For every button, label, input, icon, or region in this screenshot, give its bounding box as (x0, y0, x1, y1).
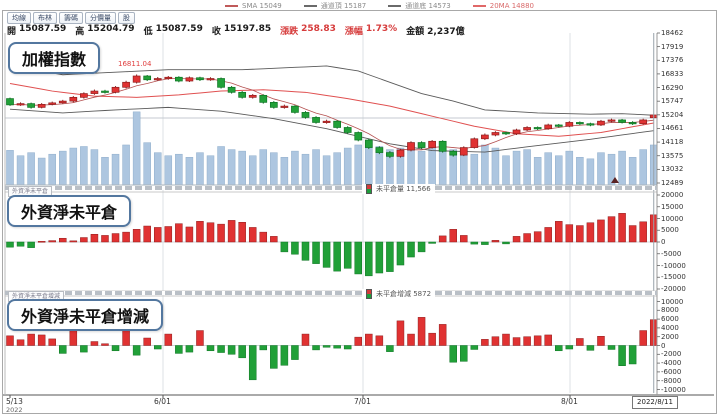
line-marker-icon (472, 4, 486, 7)
panel-title-foreign-net-oi-change: 外資淨未平倉增減 (7, 299, 164, 331)
oi-change-series-legend: 未平倉增減 5872 (362, 289, 436, 299)
line-marker-icon (225, 4, 238, 7)
y-axis-tick: 6000 (661, 315, 679, 324)
y-axis-tick: 0 (661, 238, 666, 246)
ma-legend-label: 通道底 14573 (405, 1, 451, 10)
y-axis-tick: 18462 (661, 29, 684, 37)
oi-legend-label: 未平倉量 11,566 (376, 185, 431, 193)
quote-field: 漲跌 258.83 (280, 24, 336, 37)
quote-field: 收 15197.85 (211, 24, 272, 37)
y-axis-tick: 16290 (661, 83, 684, 92)
y-axis-tick: -8000 (661, 376, 682, 385)
x-axis-tick: 8/01 (561, 397, 578, 406)
panel-separator[interactable] (5, 291, 657, 295)
y-axis-tick: -6000 (661, 367, 682, 376)
x-axis-tick: 6/01 (154, 397, 171, 406)
tab-3[interactable]: 分價量 (85, 12, 116, 24)
bar-series-icon (366, 184, 372, 194)
tab-4[interactable]: 股 (118, 12, 135, 24)
panel-separator[interactable] (5, 186, 657, 190)
y-axis-tick: -20000 (661, 285, 686, 293)
y-axis-tick: -4000 (661, 359, 682, 368)
y-axis-tick: 13575 (661, 151, 684, 160)
y-axis-tick: 17919 (661, 42, 684, 51)
quote-row: 開 15087.59 高 15204.79 低 15087.59 收 15197.85 漲跌 25… (7, 24, 465, 37)
panel-title-weighted-index: 加權指數 (8, 42, 101, 74)
bar-series-icon (366, 289, 372, 299)
ma-legend-item-1: 通道頂 15187 (303, 1, 367, 11)
y-axis-tick: 20000 (661, 191, 684, 199)
y-axis-tick: 2000 (661, 332, 679, 341)
y-axis-tick: -2000 (661, 350, 682, 359)
y-axis-tick: 4000 (661, 323, 679, 332)
ma-legend-label: 通道頂 15187 (320, 1, 367, 10)
y-axis-tick: -15000 (661, 273, 686, 282)
line-marker-icon (388, 4, 402, 7)
ma-legend-item-3: 20MA 14880 (472, 1, 534, 10)
quote-field: 漲幅 1.73% (344, 24, 398, 37)
y-axis-tick: 15204 (661, 110, 684, 119)
quote-field: 低 15087.59 (143, 24, 203, 37)
y-axis-tick: 8000 (661, 306, 679, 315)
panel-title-foreign-net-oi: 外資淨未平倉 (7, 195, 132, 227)
y-axis-tick: -10000 (661, 261, 686, 270)
ma-legend-label: SMA 15049 (242, 1, 282, 10)
x-axis-year: 2022 (6, 406, 23, 414)
y-axis-tick: 10000 (661, 297, 684, 306)
ma-legend-item-0: SMA 15049 (225, 2, 282, 10)
chart-tabs: 均線 布林 籌碼 分價量股 (7, 12, 135, 24)
y-axis-tick: 14118 (661, 138, 684, 147)
y-axis-tick: 17376 (661, 56, 684, 65)
tab-2[interactable]: 籌碼 (59, 12, 83, 24)
oi-change-legend-label: 未平倉增減 5872 (376, 290, 432, 298)
y-axis-tick: 15000 (661, 202, 684, 211)
y-axis-tick: -5000 (661, 249, 682, 258)
x-tick-first: 5/13 (6, 397, 23, 406)
x-axis-tick: 7/01 (354, 397, 371, 406)
ma-legend: SMA 15049 通道頂 15187 通道底 14573 20MA 14880 (225, 1, 534, 10)
quote-field: 開 15087.59 (7, 24, 67, 37)
y-axis-tick: 5000 (661, 226, 679, 235)
line-marker-icon (303, 4, 317, 7)
quote-field: 高 15204.79 (75, 24, 135, 37)
peak-price-annotation: 16811.04 (118, 60, 152, 68)
ma-legend-label: 20MA 14880 (489, 1, 534, 10)
y-axis-tick: -10000 (661, 385, 686, 394)
y-axis-tick: 14661 (661, 124, 684, 133)
y-axis-tick: 12489 (661, 178, 684, 187)
y-axis-tick: 0 (661, 341, 666, 350)
y-axis-tick: 16833 (661, 69, 684, 78)
tab-0[interactable]: 均線 (7, 12, 31, 24)
oi-series-legend: 未平倉量 11,566 (362, 184, 435, 194)
ma-legend-item-2: 通道底 14573 (388, 1, 451, 11)
current-date-badge: 2022/8/11 (632, 396, 678, 409)
y-axis-tick: 13032 (661, 165, 684, 174)
tab-1[interactable]: 布林 (33, 12, 57, 24)
y-axis-tick: 15747 (661, 97, 684, 106)
y-axis-tick: 10000 (661, 214, 684, 223)
quote-field: 金額 2,237億 (406, 27, 465, 37)
